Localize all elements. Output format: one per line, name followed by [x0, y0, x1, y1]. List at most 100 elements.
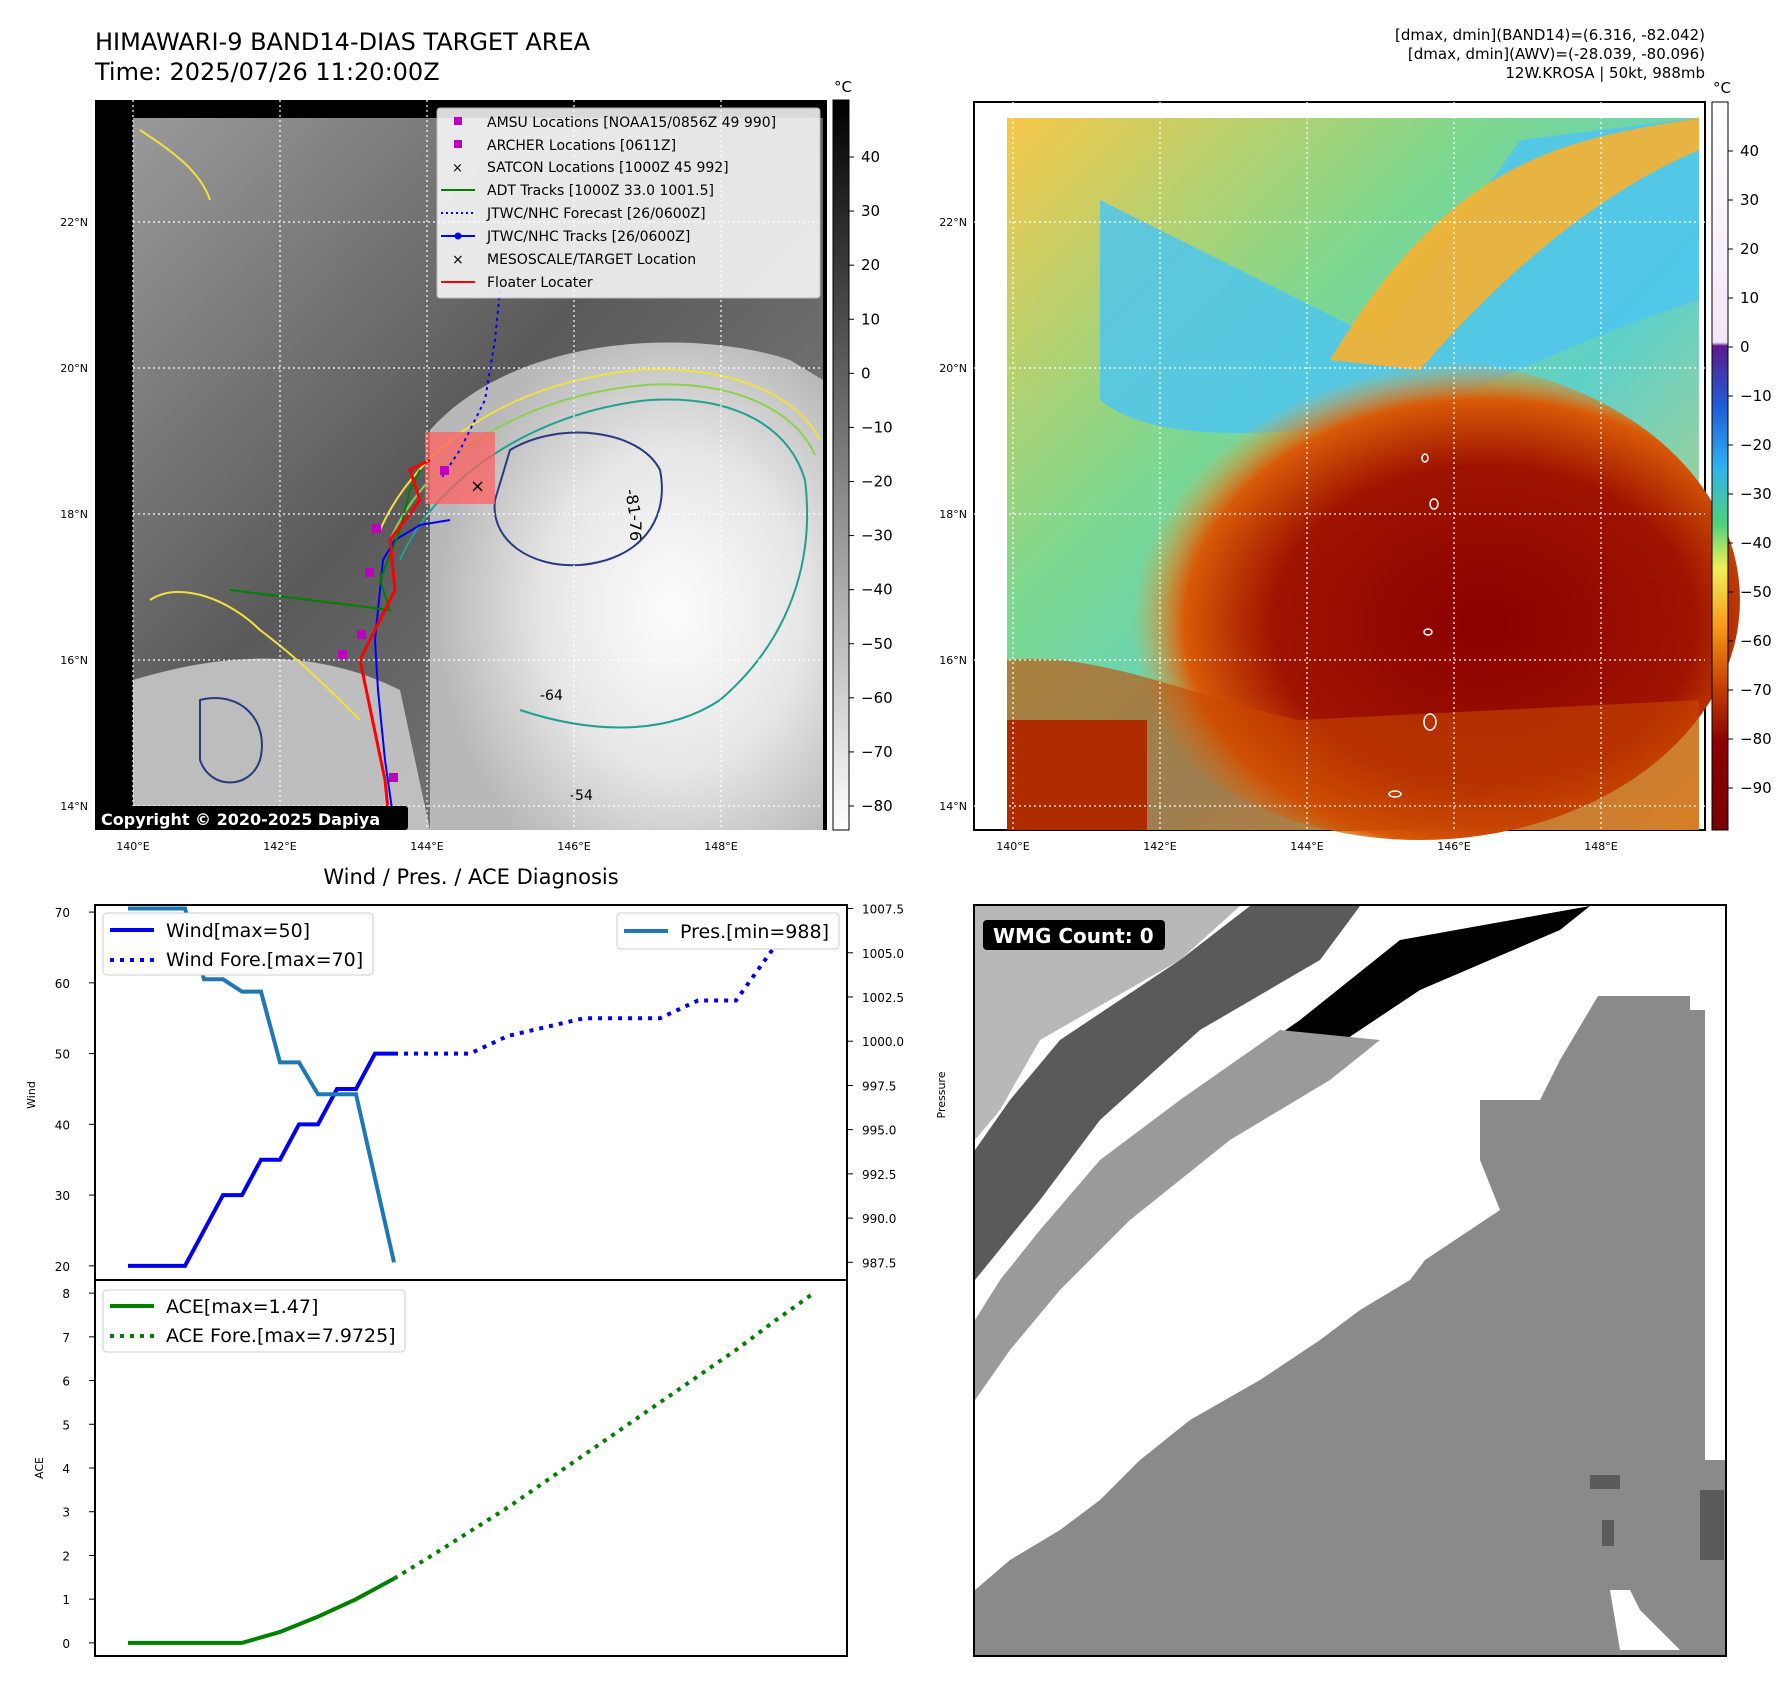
right-map-lat-labels: 22°N 20°N 18°N 16°N 14°N	[939, 216, 967, 813]
wmg-white-patch	[1610, 1590, 1680, 1650]
right-colorbar-tick-label: −10	[1740, 387, 1772, 405]
pressure-tick-label: 987.5	[862, 1256, 896, 1270]
archer-marker-3	[365, 568, 374, 577]
left-colorbar-tick-label: −40	[861, 581, 893, 599]
legend-target-swatch: ×	[452, 252, 464, 268]
ace-tick-label: 4	[62, 1462, 70, 1476]
wmg-dark-patch-2	[1700, 1490, 1724, 1560]
ace-tick-label: 5	[62, 1418, 70, 1432]
right-colorbar-tick-label: 40	[1740, 142, 1759, 160]
left-colorbar-tick-label: −80	[861, 797, 893, 815]
wmg-gray-band	[975, 1030, 1380, 1400]
ace-tick-label: 7	[62, 1331, 70, 1345]
legend-track-dot	[454, 232, 462, 240]
left-map-lon-labels: 140°E 142°E 144°E 146°E 148°E	[116, 840, 737, 853]
right-map-grid	[974, 102, 1705, 830]
right-lat-22: 22°N	[939, 216, 967, 229]
right-colorbar-tick-label: −30	[1740, 485, 1772, 503]
wind-legend: Wind[max=50] Wind Fore.[max=70]	[102, 912, 374, 976]
left-colorbar-tick-label: −50	[861, 635, 893, 653]
wind-line	[128, 1051, 394, 1268]
left-contour-label-2: -81	[621, 487, 644, 516]
left-colorbar-tick-label: −10	[861, 418, 893, 436]
left-colorbar-tick-label: 40	[861, 148, 880, 166]
left-colorbar-tick-label: 20	[861, 256, 880, 274]
target-box	[425, 432, 495, 504]
left-contour-label-1: -76	[626, 515, 645, 541]
right-lon-140: 140°E	[996, 840, 1029, 853]
left-lon-140: 140°E	[116, 840, 149, 853]
left-lon-144: 144°E	[410, 840, 443, 853]
left-colorbar-tick-label: 10	[861, 310, 880, 328]
right-colorbar-tick-label: −60	[1740, 632, 1772, 650]
ace-series-group	[128, 1292, 814, 1645]
left-colorbar-gradient	[832, 99, 850, 831]
left-contour-north	[139, 129, 211, 201]
legend-amsu-swatch	[454, 117, 462, 125]
legend-forecast-label: JTWC/NHC Forecast [26/0600Z]	[486, 206, 706, 222]
left-colorbar-tick-label: −70	[861, 743, 893, 761]
left-contour-teal	[399, 398, 809, 729]
left-lat-14: 14°N	[60, 800, 88, 813]
left-lon-142: 142°E	[263, 840, 296, 853]
ace-line	[128, 1576, 395, 1645]
floater-track	[358, 458, 431, 831]
legend-box	[436, 107, 821, 299]
figure-title: HIMAWARI-9 BAND14-DIAS TARGET AREA	[95, 28, 591, 56]
ace-axis-ticks: 0 1 2 3 4 5 6 7 8	[62, 1287, 95, 1651]
left-contour-core	[493, 431, 663, 567]
archer-marker-1	[357, 630, 366, 639]
copyright-text: Copyright © 2020-2025 Dapiya	[101, 810, 380, 829]
wind-tick-label: 20	[55, 1260, 70, 1274]
pressure-axis-ticks: 987.5 990.0 992.5 995.0 997.5 1000.0 1002.5 100…	[847, 903, 904, 1270]
pressure-axis-label: Pressure	[935, 1071, 948, 1118]
ace-forecast-line	[392, 1292, 814, 1581]
wind-fore-legend-label: Wind Fore.[max=70]	[166, 949, 363, 971]
wind-axis-label: Wind	[25, 1081, 38, 1109]
right-colorbar-tick-label: −80	[1740, 730, 1772, 748]
right-colorbar-tick-label: −90	[1740, 779, 1772, 797]
right-colorbar-tick-label: −40	[1740, 534, 1772, 552]
legend-floater-label: Floater Locater	[487, 275, 593, 291]
left-colorbar-ticks: 40 30 20 10 0 −10 −20 −30 −40 −50 −60 −70 −80	[849, 148, 893, 815]
ace-legend: ACE[max=1.47] ACE Fore.[max=7.9725]	[102, 1289, 406, 1353]
right-lon-146: 146°E	[1437, 840, 1470, 853]
wmg-dark-band	[975, 906, 1360, 1280]
right-colorbar-tick-label: −20	[1740, 436, 1772, 454]
right-colorbar-tick-label: 30	[1740, 191, 1759, 209]
left-map-storm-cloud	[430, 342, 823, 830]
legend-adt-label: ADT Tracks [1000Z 33.0 1001.5]	[487, 183, 714, 199]
right-colorbar-gradient	[1711, 101, 1729, 831]
amsu-marker	[389, 773, 398, 782]
copyright-bg	[95, 806, 408, 830]
right-colorbar-tick-label: −50	[1740, 583, 1772, 601]
right-colorbar-unit: °C	[1713, 79, 1731, 97]
wind-tick-label: 30	[55, 1189, 70, 1203]
left-lat-20: 20°N	[60, 362, 88, 375]
ace-legend-box	[102, 1289, 406, 1353]
pressure-legend-box	[616, 912, 840, 950]
right-colorbar-tick-label: 10	[1740, 289, 1759, 307]
right-lon-144: 144°E	[1290, 840, 1323, 853]
wind-legend-box	[102, 912, 374, 976]
pressure-legend-label: Pres.[min=988]	[680, 921, 829, 943]
map-legend: AMSU Locations [NOAA15/0856Z 49 990] ARC…	[436, 107, 821, 299]
right-lat-20: 20°N	[939, 362, 967, 375]
right-lon-148: 148°E	[1584, 840, 1617, 853]
left-colorbar-tick-label: 0	[861, 364, 871, 382]
left-contour-west	[149, 591, 361, 721]
wmg-label: WMG Count: 0	[993, 924, 1154, 948]
legend-archer-swatch	[454, 140, 462, 148]
archer-marker-2	[338, 650, 347, 659]
ace-tick-label: 8	[62, 1287, 70, 1301]
pressure-tick-label: 995.0	[862, 1124, 896, 1138]
left-colorbar-unit: °C	[834, 78, 852, 96]
left-lat-16: 16°N	[60, 654, 88, 667]
archer-marker-4	[372, 524, 381, 533]
left-lat-18: 18°N	[60, 508, 88, 521]
pressure-tick-label: 992.5	[862, 1168, 896, 1182]
pressure-tick-label: 1005.0	[862, 947, 904, 961]
info-awv-range: [dmax, dmin](AWV)=(-28.039, -80.096)	[1408, 45, 1705, 63]
ace-tick-label: 0	[62, 1637, 70, 1651]
